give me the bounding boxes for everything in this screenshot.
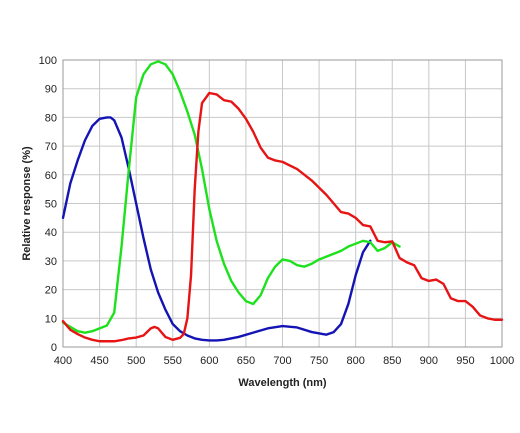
y-tick-label: 90 bbox=[45, 84, 57, 96]
x-tick-label: 650 bbox=[237, 355, 255, 367]
y-tick-label: 100 bbox=[39, 55, 57, 67]
y-tick-label: 50 bbox=[45, 199, 57, 211]
x-tick-label: 950 bbox=[456, 355, 474, 367]
x-tick-label: 600 bbox=[200, 355, 218, 367]
y-tick-label: 40 bbox=[45, 227, 57, 239]
y-tick-label: 20 bbox=[45, 285, 57, 297]
y-tick-label: 70 bbox=[45, 141, 57, 153]
x-tick-label: 450 bbox=[90, 355, 108, 367]
series-group bbox=[61, 60, 504, 343]
y-axis-ticks: 0 10 20 30 40 50 60 70 80 90 100 bbox=[39, 55, 57, 354]
x-tick-label: 900 bbox=[420, 355, 438, 367]
y-tick-label: 80 bbox=[45, 112, 57, 124]
series-line-1 bbox=[61, 116, 372, 342]
y-tick-label: 30 bbox=[45, 256, 57, 268]
series-line-3 bbox=[61, 91, 504, 343]
grid bbox=[62, 59, 503, 348]
y-tick-label: 60 bbox=[45, 170, 57, 182]
x-tick-label: 850 bbox=[383, 355, 401, 367]
x-tick-label: 750 bbox=[310, 355, 328, 367]
x-tick-label: 800 bbox=[346, 355, 364, 367]
x-tick-label: 500 bbox=[127, 355, 145, 367]
plot-area-frame bbox=[62, 59, 503, 348]
y-tick-label: 0 bbox=[51, 342, 57, 354]
x-axis-ticks: 400 450 500 550 600 650 700 750 800 850 900 950 1000 bbox=[54, 355, 514, 367]
series-line-2 bbox=[61, 60, 401, 334]
x-tick-label: 700 bbox=[273, 355, 291, 367]
x-tick-label: 400 bbox=[54, 355, 72, 367]
x-tick-label: 550 bbox=[164, 355, 182, 367]
y-axis-title: Relative response (%) bbox=[21, 146, 33, 261]
y-tick-label: 10 bbox=[45, 313, 57, 325]
x-tick-label: 1000 bbox=[490, 355, 514, 367]
x-axis-title: Wavelength (nm) bbox=[238, 377, 327, 389]
